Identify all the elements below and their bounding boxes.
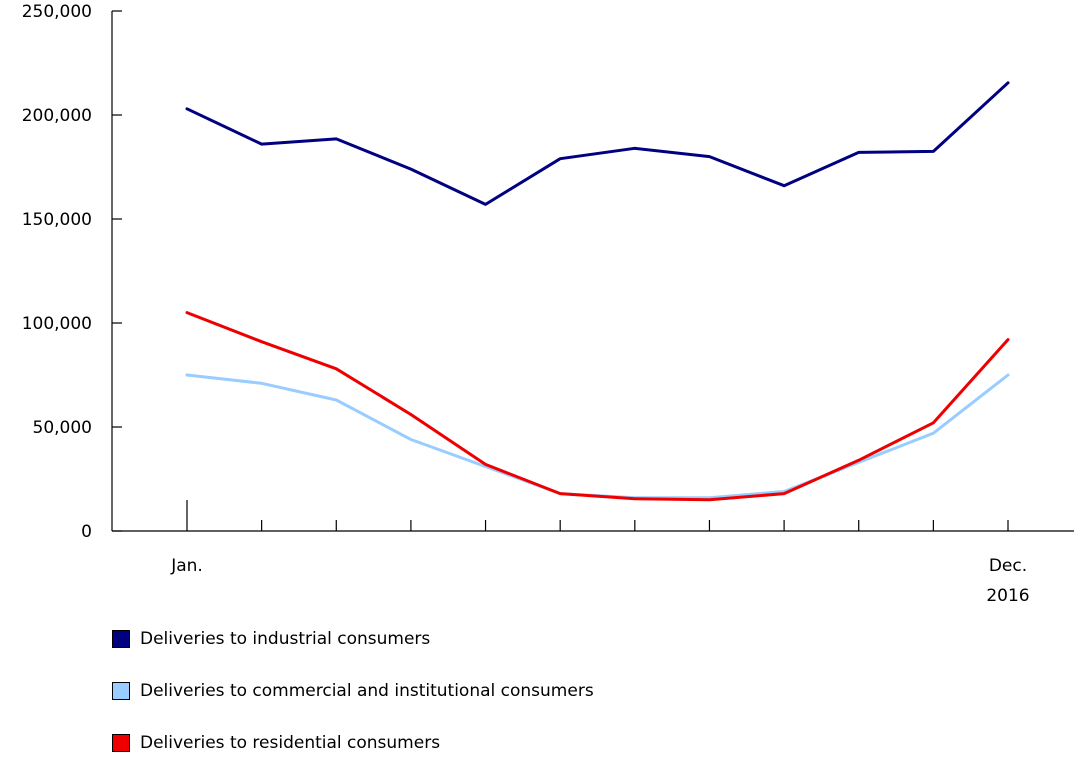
y-tick-label: 0 (81, 522, 92, 542)
y-tick-label: 200,000 (22, 106, 92, 126)
legend-item: Deliveries to industrial consumers (112, 628, 594, 650)
y-tick-label: 50,000 (33, 418, 92, 438)
x-tick-label: Dec. (989, 556, 1027, 576)
legend-item: Deliveries to residential consumers (112, 732, 594, 754)
y-tick-label: 250,000 (22, 2, 92, 22)
legend-label: Deliveries to commercial and institution… (140, 681, 594, 701)
series-lines (185, 81, 1010, 502)
y-tick-label: 100,000 (22, 314, 92, 334)
line-chart: 0 50,000 100,000 150,000 200,000 250,000 Jan.… (22, 2, 1074, 606)
series-line-1 (185, 81, 1010, 206)
y-axis: 0 50,000 100,000 150,000 200,000 250,000 (22, 2, 122, 542)
legend-item: Deliveries to commercial and institution… (112, 680, 594, 702)
year-label: 2016 (986, 586, 1029, 606)
legend-label: Deliveries to residential consumers (140, 733, 441, 753)
legend-swatch (112, 630, 130, 648)
x-axis: Jan. Dec. (112, 500, 1074, 576)
legend-swatch (112, 682, 130, 700)
series-line-3 (185, 311, 1010, 502)
x-tick-label: Jan. (170, 556, 203, 576)
y-tick-label: 150,000 (22, 210, 92, 230)
legend-swatch (112, 734, 130, 752)
legend-label: Deliveries to industrial consumers (140, 629, 431, 649)
legend: Deliveries to industrial consumers Delive… (112, 628, 594, 784)
series-line-2 (185, 373, 1010, 500)
